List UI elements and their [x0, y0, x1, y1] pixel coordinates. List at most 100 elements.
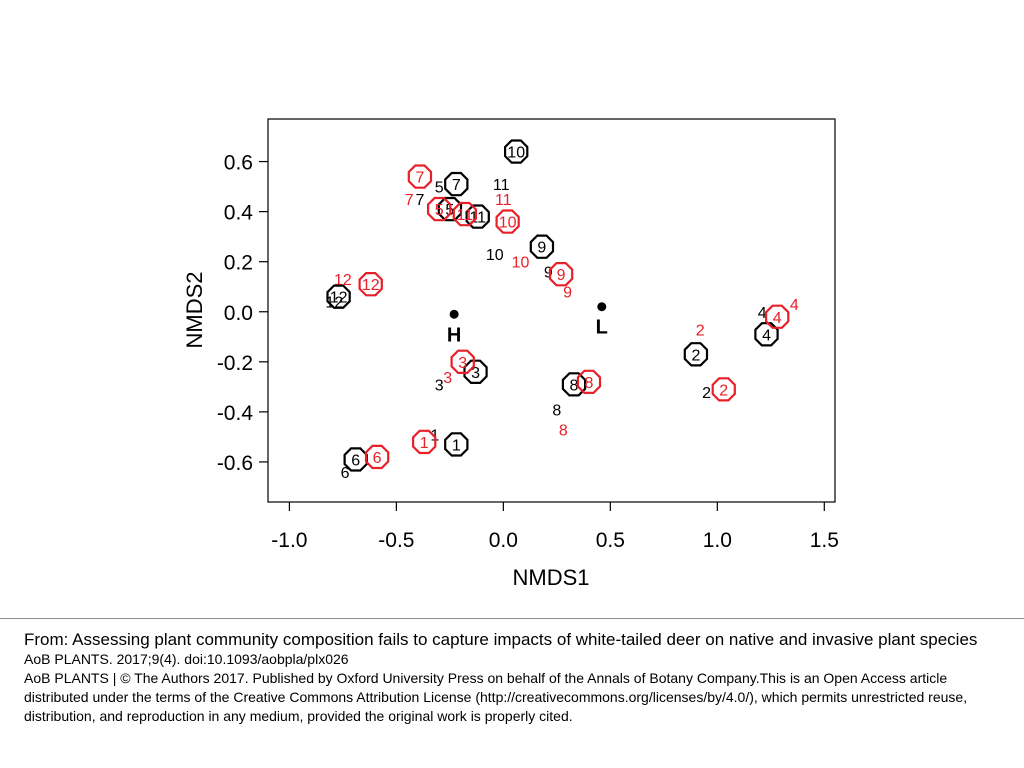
point-label-black-3: 3: [435, 377, 444, 394]
point-label-black-7: 7: [415, 192, 424, 209]
point-marker: [427, 196, 452, 222]
point-label-red-3: 3: [443, 370, 452, 387]
point-marker-label: 10: [507, 145, 525, 162]
point-marker-label: 6: [351, 452, 360, 469]
centroid-label: L: [596, 317, 608, 339]
point-marker: [764, 304, 790, 329]
circled-point-black-1: 1: [444, 432, 469, 457]
circled-point-black-9: 9: [529, 234, 555, 259]
x-tick-label: -0.5: [378, 529, 414, 552]
point-marker: [444, 432, 469, 457]
point-marker: [343, 447, 368, 472]
point-marker-label: 1: [420, 435, 429, 452]
circled-point-red-5: 5: [427, 196, 452, 222]
point-marker: [463, 359, 488, 384]
y-tick-label: 0.2: [224, 252, 253, 275]
point-marker: [437, 196, 463, 222]
circled-point-black-7: 7: [444, 171, 469, 197]
point-marker: [364, 444, 390, 470]
point-marker: [576, 369, 602, 394]
x-axis-label: NMDS1: [512, 565, 589, 590]
centroid-dot: [597, 302, 607, 312]
point-marker: [444, 171, 469, 197]
y-tick-label: -0.4: [217, 402, 254, 425]
point-marker-label: 7: [415, 170, 424, 187]
circled-point-red-3: 3: [450, 349, 475, 374]
point-marker: [358, 272, 383, 297]
point-marker-label: 12: [362, 277, 380, 294]
circled-point-red-10: 10: [495, 209, 520, 234]
point-marker-label: 7: [452, 177, 461, 194]
point-marker: [548, 262, 574, 287]
point-marker: [683, 342, 709, 367]
y-axis: -0.6 -0.4 -0.2 0.0 0.2 0.4 0.6: [217, 152, 268, 475]
point-marker: [452, 201, 477, 227]
point-marker: [326, 284, 351, 309]
circled-point-black-2: 2: [683, 342, 709, 367]
point-marker-label: 9: [537, 240, 546, 257]
x-tick-label: 0.5: [596, 529, 625, 552]
point-marker-label: 4: [762, 327, 771, 344]
plot-frame: [267, 118, 836, 503]
circled-point-red-2: 2: [711, 377, 736, 402]
point-marker-label: 4: [773, 310, 782, 327]
circled-point-black-10: 10: [504, 139, 529, 164]
point-label-red-2: 2: [696, 322, 705, 339]
point-marker: [711, 377, 736, 402]
point-marker-label: 11: [457, 207, 474, 224]
point-label-black-10: 10: [486, 247, 504, 264]
point-marker-label: 2: [719, 382, 728, 399]
y-tick-label: -0.2: [217, 352, 253, 375]
point-marker: [412, 429, 437, 455]
point-marker-label: 1: [452, 437, 461, 454]
point-label-red-9: 9: [563, 285, 572, 302]
y-tick-label: 0.4: [224, 202, 254, 225]
point-label-red-4: 4: [790, 297, 799, 314]
x-tick-label: 1.0: [703, 529, 732, 552]
point-marker: [504, 139, 529, 164]
x-axis: -1.0 -0.5 0.0 0.5 1.0 1.5: [271, 502, 839, 552]
point-label-black-11: 11: [493, 177, 510, 194]
point-label-black-8: 8: [552, 402, 561, 419]
y-tick-label: 0.0: [224, 302, 253, 325]
y-tick-label: -0.6: [217, 452, 253, 475]
point-marker-label: 12: [330, 290, 348, 307]
point-label-red-7: 7: [405, 192, 414, 209]
point-marker-label: 8: [570, 377, 579, 394]
caption-license: AoB PLANTS | © The Authors 2017. Publish…: [24, 670, 968, 724]
point-label-black-6: 6: [341, 465, 350, 482]
point-marker-label: 2: [691, 347, 700, 364]
point-marker-label: 10: [499, 215, 517, 232]
circled-point-red-7: 7: [407, 164, 433, 189]
point-marker-label: 3: [471, 365, 480, 382]
point-marker: [495, 209, 520, 234]
point-marker-label: 8: [584, 375, 593, 392]
circled-point-red-1: 1: [412, 429, 437, 455]
nmds-ordination-plot: -1.0 -0.5 0.0 0.5 1.0 1.5 -0.6 -0.4 -0.2 0.0 0.2 0…: [182, 118, 839, 590]
point-marker: [407, 164, 433, 189]
x-tick-label: -1.0: [271, 529, 307, 552]
circled-point-red-8: 8: [576, 369, 602, 394]
centroid-L: L: [596, 302, 608, 339]
point-marker-label: 9: [557, 267, 566, 284]
circled-point-red-12: 12: [358, 272, 383, 297]
point-marker-label: 6: [373, 450, 382, 467]
y-axis-label: NMDS2: [182, 271, 207, 348]
centroid-label: H: [447, 324, 461, 346]
point-label-black-5: 5: [435, 180, 444, 197]
point-marker: [529, 234, 555, 259]
caption-source-title: From: Assessing plant community composit…: [24, 630, 978, 649]
point-marker: [561, 372, 587, 397]
point-marker-label: 3: [458, 355, 467, 372]
point-label-red-10: 10: [512, 255, 530, 272]
centroid-H: H: [447, 309, 461, 346]
circled-point-black-12: 12: [326, 284, 351, 309]
circled-point-black-6: 6: [343, 447, 368, 472]
circled-point-red-9: 9: [548, 262, 574, 287]
x-tick-label: 1.5: [810, 529, 839, 552]
centroid-dot: [449, 309, 459, 319]
point-marker: [465, 204, 490, 229]
point-label-red-8: 8: [559, 422, 568, 439]
point-label-black-4: 4: [758, 305, 767, 322]
